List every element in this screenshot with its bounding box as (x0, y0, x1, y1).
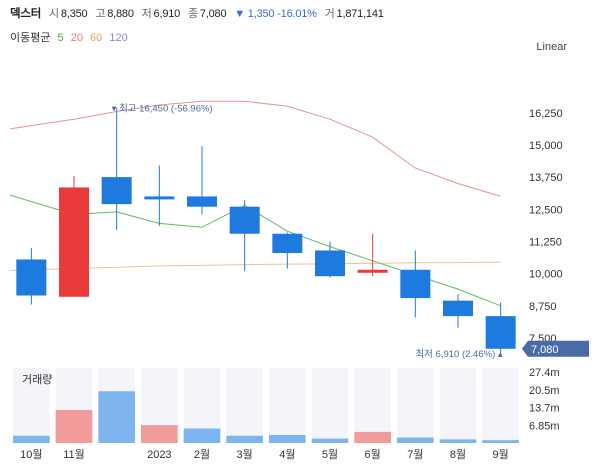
candle-body (272, 233, 303, 254)
volume-bar (55, 409, 93, 443)
volume-slot-bg (269, 368, 306, 443)
volume-slot-bg (354, 368, 391, 443)
candle-body (485, 316, 516, 349)
volume-bar (311, 438, 349, 443)
price-tick-label: 16,250 (529, 108, 563, 120)
candle-body (443, 300, 473, 317)
last-price-tag (522, 340, 589, 357)
volume-tick-label: 13.7m (529, 403, 560, 415)
scale-toggle[interactable]: Linear (536, 41, 567, 53)
x-axis-label: 10월 (20, 448, 42, 461)
price-tick-label: 8,750 (529, 301, 557, 313)
volume-slot-bg (226, 368, 263, 443)
candle-body (101, 177, 132, 205)
candle-body (315, 250, 345, 277)
close-value: 7,080 (199, 8, 227, 20)
moving-average-legend[interactable]: 이동평균 5 20 60 120 (10, 29, 132, 45)
moving-average-title: 이동평균 (10, 32, 51, 44)
change-amount: 1,350 (247, 8, 275, 20)
ma-period-120: 120 (109, 32, 128, 44)
volume-slot-bg (311, 368, 349, 443)
high-annotation: ▾ 최고 16,450 (-56.96%) (112, 104, 213, 115)
candle-body (16, 259, 47, 296)
open-value: 8,350 (60, 8, 88, 20)
candle-body (144, 196, 175, 200)
low-annotation: 최저 6,910 (2.46%) ▴ (415, 349, 502, 360)
candle-body (187, 196, 217, 207)
ma-period-5: 5 (57, 32, 64, 44)
x-axis-label: 4월 (279, 448, 295, 461)
candle-body (400, 269, 431, 299)
price-tick-label: 11,250 (529, 236, 562, 248)
down-arrow-icon: ▼ (234, 8, 245, 20)
close-label: 종 (187, 8, 198, 20)
volume-bar (269, 434, 306, 443)
candle-body (229, 206, 260, 234)
volume-slot-bg (439, 368, 477, 443)
ma-period-20: 20 (70, 32, 83, 44)
ma-period-60: 60 (90, 32, 103, 44)
candle-body (59, 187, 89, 297)
last-price-label: 7,080 (531, 344, 559, 356)
volume-tick-label: 20.5m (529, 385, 560, 397)
x-axis-label: 11월 (63, 448, 85, 461)
x-axis-label: 2023 (147, 449, 171, 461)
high-value: 8,880 (107, 8, 134, 20)
open-label: 시 (49, 8, 59, 20)
price-tick-label: 13,750 (529, 172, 563, 184)
candle-body (357, 269, 388, 273)
price-summary: 덱스터 시 8,350 고 8,880 저 6,910 종 7,080 ▼ 1,350 … (10, 5, 389, 21)
volume-bar (482, 440, 519, 443)
ma20-line (9, 100, 501, 197)
volume-slot-bg (482, 368, 519, 443)
volume-bar (13, 435, 50, 443)
volume-label: 거 (324, 8, 335, 20)
price-tick-label: 15,000 (529, 140, 563, 152)
low-label: 저 (141, 8, 152, 20)
x-axis-label: 9월 (493, 448, 509, 461)
stock-name: 덱스터 (10, 8, 42, 20)
price-tick-label: 10,000 (529, 269, 563, 281)
volume-tick-label: 27.4m (529, 367, 560, 379)
x-axis-label: 5월 (322, 448, 338, 461)
volume-bar (141, 425, 178, 443)
volume-bar (183, 428, 221, 443)
x-axis-label: 8월 (450, 448, 466, 461)
volume-title: 거래량 (22, 374, 53, 386)
x-axis-label: 7월 (407, 448, 423, 461)
price-tick-label: 12,500 (529, 204, 563, 216)
volume-bar (439, 439, 477, 443)
low-value: 6,910 (153, 8, 181, 20)
x-axis-label: 2월 (194, 448, 210, 461)
volume-bar (226, 435, 263, 443)
change-value: ▼ 1,350 -16.01% (234, 8, 317, 20)
volume-slot-bg (397, 368, 434, 443)
x-axis-label: 3월 (237, 448, 253, 461)
change-percent: -16.01% (277, 8, 317, 20)
volume-tick-label: 6.85m (529, 420, 560, 432)
volume-bar (98, 391, 135, 443)
volume-slot-bg (13, 368, 50, 443)
high-label: 고 (95, 8, 106, 20)
volume-value: 1,871,141 (336, 8, 384, 20)
x-axis-label: 6월 (365, 448, 381, 461)
volume-bar (354, 431, 391, 443)
volume-bar (397, 437, 434, 443)
